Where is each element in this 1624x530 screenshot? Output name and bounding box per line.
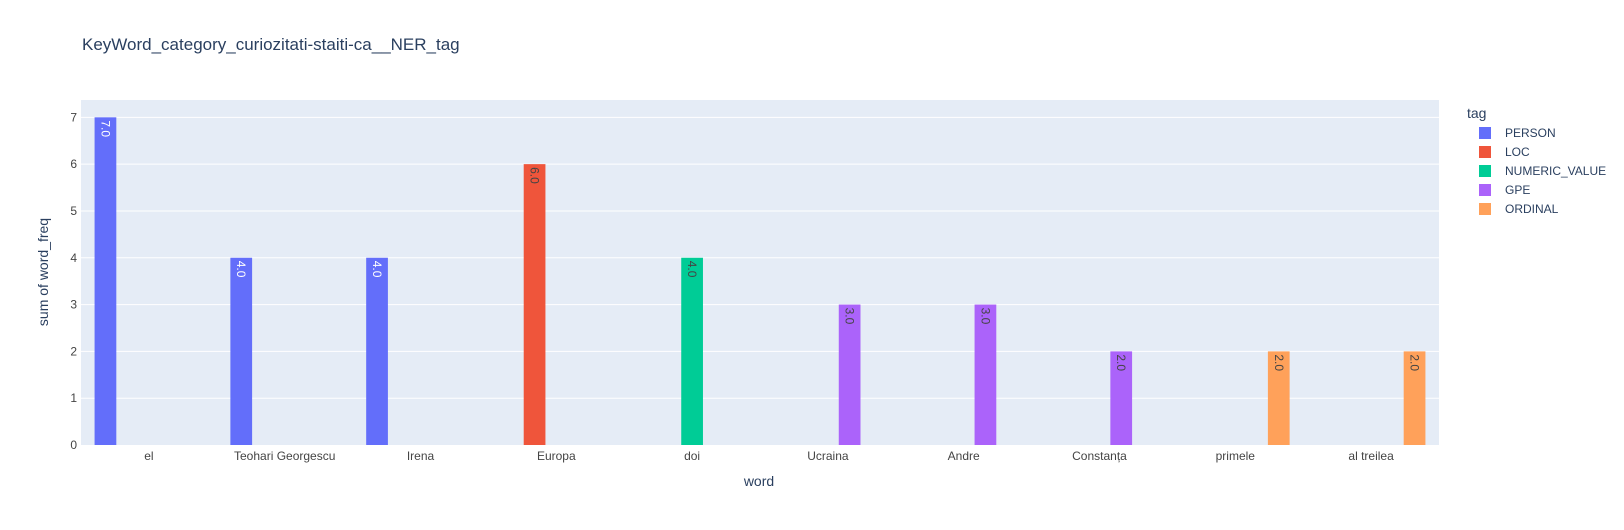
bar-person[interactable] <box>230 257 253 445</box>
y-tick-label: 4 <box>70 251 77 265</box>
bar-gpe[interactable] <box>838 304 861 445</box>
y-tick-label: 1 <box>70 391 77 405</box>
x-tick-label: al treilea <box>1348 449 1394 463</box>
bar-loc[interactable] <box>523 164 546 446</box>
legend-item-label[interactable]: LOC <box>1505 145 1530 159</box>
x-tick-label: el <box>144 449 153 463</box>
bar-ordinal[interactable] <box>1403 351 1426 445</box>
bar-value-label: 7.0 <box>98 120 112 137</box>
y-axis-title: sum of word_freq <box>35 218 51 326</box>
gridlines <box>81 116 1439 399</box>
legend-item-label[interactable]: NUMERIC_VALUE <box>1505 164 1606 178</box>
bar-value-label: 2.0 <box>1408 354 1422 371</box>
bar-value-label: 4.0 <box>234 261 248 278</box>
legend: tag PERSON LOC NUMERIC_VALUE GPE ORDINAL <box>1467 105 1606 216</box>
bar-person[interactable] <box>94 117 117 445</box>
bar-ordinal[interactable] <box>1267 351 1290 445</box>
legend-item-label[interactable]: GPE <box>1505 183 1530 197</box>
y-axis-ticks: 0 1 2 3 4 5 6 7 <box>70 110 77 452</box>
x-axis-title: word <box>743 473 774 489</box>
x-axis-ticks: el Teohari Georgescu Irena Europa doi Ucraina… <box>144 449 1394 463</box>
x-tick-label: Europa <box>537 449 576 463</box>
legend-item-label[interactable]: PERSON <box>1505 126 1556 140</box>
y-tick-label: 5 <box>70 204 77 218</box>
legend-item-label[interactable]: ORDINAL <box>1505 202 1559 216</box>
legend-title: tag <box>1467 105 1486 121</box>
bar-value-label: 6.0 <box>528 167 542 184</box>
bars <box>94 117 1426 446</box>
bar-value-label: 4.0 <box>685 261 699 278</box>
y-tick-label: 0 <box>70 438 77 452</box>
bar-value-label: 3.0 <box>978 308 992 325</box>
x-tick-label: Ucraina <box>807 449 849 463</box>
bar-labels: 7.0 4.0 4.0 6.0 4.0 3.0 3.0 2.0 2.0 2.0 <box>98 120 1421 371</box>
x-tick-label: Andre <box>948 449 980 463</box>
bar-value-label: 2.0 <box>1272 354 1286 371</box>
bar-value-label: 3.0 <box>843 308 857 325</box>
y-tick-label: 2 <box>70 344 77 358</box>
bar-value-label: 2.0 <box>1114 354 1128 371</box>
y-tick-label: 7 <box>70 110 77 124</box>
legend-swatch[interactable] <box>1479 127 1491 139</box>
bar-gpe[interactable] <box>974 304 997 445</box>
bar-numeric-value[interactable] <box>681 257 703 445</box>
legend-items: PERSON LOC NUMERIC_VALUE GPE ORDINAL <box>1479 126 1606 216</box>
legend-swatch[interactable] <box>1479 184 1491 196</box>
plot-area <box>81 100 1439 445</box>
legend-swatch[interactable] <box>1479 203 1491 215</box>
legend-swatch[interactable] <box>1479 146 1491 158</box>
x-tick-label: doi <box>684 449 700 463</box>
x-tick-label: Irena <box>407 449 435 463</box>
y-tick-label: 3 <box>70 298 77 312</box>
y-tick-label: 6 <box>70 157 77 171</box>
x-tick-label: Constanța <box>1072 449 1127 463</box>
bar-gpe[interactable] <box>1110 351 1133 445</box>
x-tick-label: Teohari Georgescu <box>234 449 335 463</box>
x-tick-label: primele <box>1216 449 1256 463</box>
bar-value-label: 4.0 <box>370 261 384 278</box>
legend-swatch[interactable] <box>1479 165 1491 177</box>
chart-title: KeyWord_category_curiozitati-staiti-ca__… <box>82 35 460 54</box>
bar-person[interactable] <box>366 257 388 445</box>
